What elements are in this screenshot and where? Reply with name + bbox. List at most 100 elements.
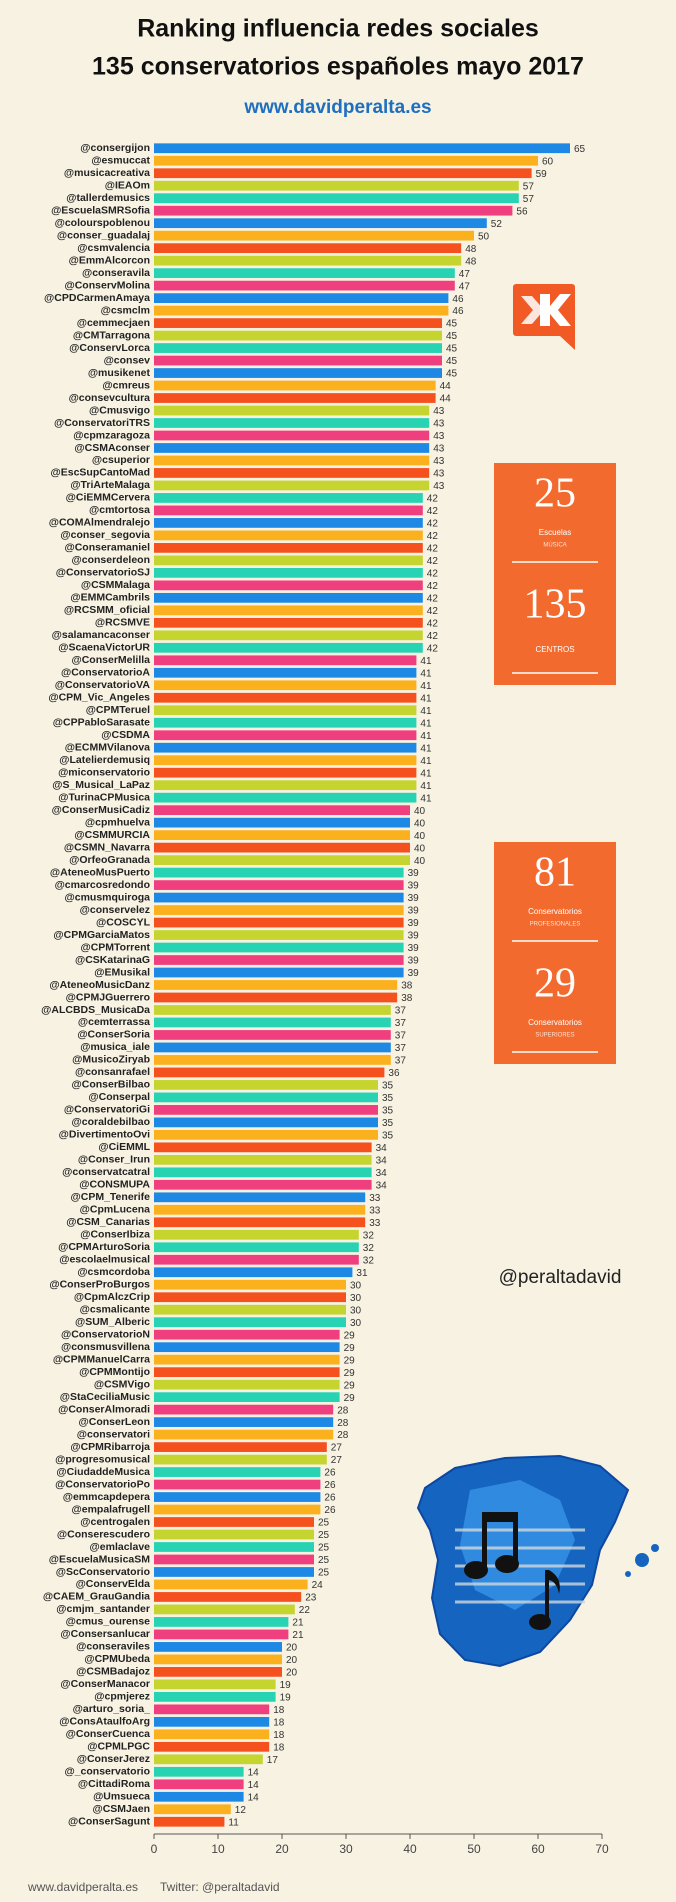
bar bbox=[154, 505, 423, 516]
value-label: 43 bbox=[433, 444, 445, 455]
bar bbox=[154, 1042, 391, 1053]
y-tick-label: @miconservatorio bbox=[58, 766, 150, 778]
y-tick-label: @consanrafael bbox=[75, 1066, 150, 1078]
x-tick-label: 50 bbox=[467, 1842, 481, 1856]
stat-box bbox=[494, 463, 616, 685]
value-label: 29 bbox=[344, 1368, 356, 1379]
y-tick-label: @ConserJerez bbox=[77, 1753, 150, 1765]
y-tick-label: @CPMMontijo bbox=[79, 1366, 150, 1378]
y-tick-label: @colourspoblenou bbox=[55, 217, 150, 229]
y-tick-label: @CPMGarciaMatos bbox=[53, 929, 150, 941]
y-tick-label: @Conseramaniel bbox=[64, 542, 150, 554]
value-label: 38 bbox=[401, 981, 413, 992]
stat-sublabel: PROFESIONALES bbox=[530, 922, 581, 928]
y-tick-label: @CSMJaen bbox=[92, 1803, 150, 1815]
bar bbox=[154, 1704, 270, 1715]
value-label: 41 bbox=[420, 693, 432, 704]
y-tick-label: @CPMLPGC bbox=[87, 1741, 150, 1753]
value-label: 37 bbox=[395, 1006, 407, 1017]
y-tick-label: @ScaenaVictorUR bbox=[58, 642, 150, 654]
bar bbox=[154, 805, 410, 816]
y-tick-label: @csmcordoba bbox=[77, 1266, 150, 1278]
bar bbox=[154, 1142, 372, 1153]
bar bbox=[154, 1192, 366, 1203]
bar bbox=[154, 667, 417, 678]
y-tick-label: @tallerdemusics bbox=[66, 192, 150, 204]
bar bbox=[154, 1067, 385, 1078]
y-tick-label: @ConservatorioA bbox=[61, 667, 150, 679]
y-tick-label: @cmreus bbox=[102, 379, 150, 391]
value-label: 29 bbox=[344, 1380, 356, 1391]
value-label: 39 bbox=[408, 956, 420, 967]
value-label: 39 bbox=[408, 931, 420, 942]
y-tick-label: @ConserAlmoradi bbox=[58, 1403, 150, 1415]
bar bbox=[154, 1229, 359, 1240]
x-tick-label: 60 bbox=[531, 1842, 545, 1856]
value-label: 46 bbox=[452, 294, 464, 305]
y-tick-label: @COSCYL bbox=[96, 916, 151, 928]
value-label: 43 bbox=[433, 469, 445, 480]
value-label: 28 bbox=[337, 1418, 349, 1429]
y-tick-label: @Consersanlucar bbox=[60, 1628, 150, 1640]
y-tick-label: @ConservLorca bbox=[69, 342, 150, 354]
value-label: 40 bbox=[414, 856, 426, 867]
value-label: 21 bbox=[292, 1618, 304, 1629]
y-tick-label: @ConservatoriGi bbox=[64, 1104, 150, 1116]
bar bbox=[154, 1329, 340, 1340]
y-tick-label: @Latelierdemusiq bbox=[59, 754, 150, 766]
value-label: 59 bbox=[536, 169, 548, 180]
y-tick-label: @cemmecjaen bbox=[77, 317, 150, 329]
bar bbox=[154, 592, 423, 603]
y-tick-label: @csuperior bbox=[92, 454, 150, 466]
bar bbox=[154, 343, 442, 353]
bar bbox=[154, 930, 404, 940]
value-label: 35 bbox=[382, 1118, 394, 1129]
value-label: 12 bbox=[235, 1805, 247, 1816]
bar bbox=[154, 1779, 244, 1790]
y-tick-label: @cmusmquiroga bbox=[64, 891, 150, 903]
value-label: 37 bbox=[395, 1056, 407, 1067]
bar bbox=[154, 1667, 282, 1677]
y-tick-label: @CSMVigo bbox=[94, 1378, 150, 1390]
bar bbox=[154, 1392, 340, 1403]
bar bbox=[154, 892, 404, 903]
value-label: 22 bbox=[299, 1605, 311, 1616]
bar bbox=[154, 692, 417, 703]
value-label: 41 bbox=[420, 756, 432, 767]
value-label: 19 bbox=[280, 1680, 292, 1691]
y-tick-label: @AteneoMusicDanz bbox=[49, 979, 150, 991]
y-tick-label: @CittadiRoma bbox=[78, 1778, 150, 1790]
value-label: 43 bbox=[433, 431, 445, 442]
value-label: 25 bbox=[318, 1568, 330, 1579]
value-label: 28 bbox=[337, 1430, 349, 1441]
value-label: 30 bbox=[350, 1280, 362, 1291]
y-tick-label: @CiudaddeMusica bbox=[56, 1466, 150, 1478]
value-label: 45 bbox=[446, 344, 458, 355]
y-tick-label: @ConserMusiCadiz bbox=[52, 804, 150, 816]
logo-chevron bbox=[521, 296, 544, 324]
bar bbox=[154, 293, 449, 303]
y-tick-label: @ConserSagunt bbox=[68, 1816, 150, 1828]
bar bbox=[154, 1242, 359, 1253]
bar bbox=[154, 880, 404, 890]
value-label: 56 bbox=[516, 206, 528, 217]
y-tick-label: @Conser_Irun bbox=[78, 1154, 150, 1166]
bar bbox=[154, 817, 410, 828]
bar bbox=[154, 268, 455, 279]
bar bbox=[154, 180, 519, 191]
y-tick-label: @Cmusvigo bbox=[89, 404, 150, 416]
value-label: 45 bbox=[446, 331, 458, 342]
value-label: 20 bbox=[286, 1643, 298, 1654]
value-label: 41 bbox=[420, 793, 432, 804]
bar bbox=[154, 355, 442, 366]
bar bbox=[154, 1517, 314, 1527]
value-label: 36 bbox=[388, 1068, 400, 1079]
bar bbox=[154, 193, 519, 204]
value-label: 39 bbox=[408, 943, 420, 954]
bar bbox=[154, 1030, 391, 1040]
value-label: 41 bbox=[420, 681, 432, 692]
y-tick-label: @TriArteMalaga bbox=[70, 479, 150, 491]
y-tick-label: @consergijon bbox=[80, 142, 150, 154]
bar bbox=[154, 480, 430, 491]
